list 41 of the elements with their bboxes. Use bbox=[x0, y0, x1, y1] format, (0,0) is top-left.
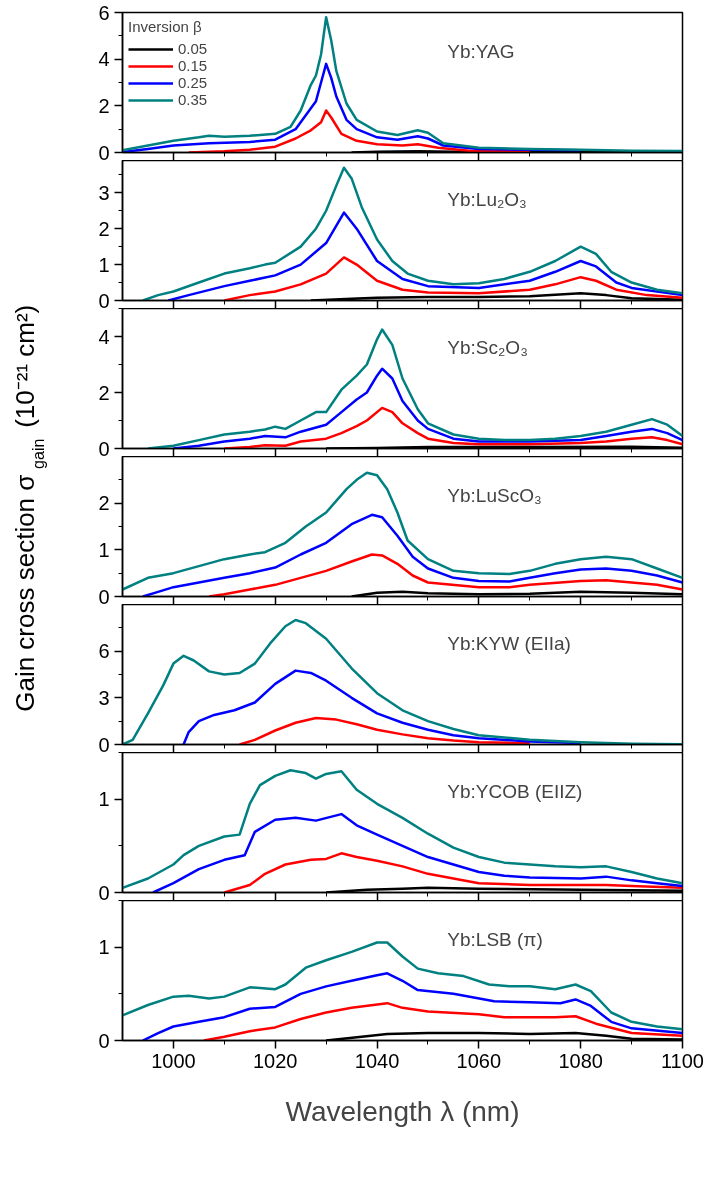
y-tick-label: 0 bbox=[98, 733, 110, 756]
legend-label: 0.35 bbox=[178, 91, 208, 108]
y-tick-label: 4 bbox=[98, 48, 110, 71]
x-tick-label: 1100 bbox=[661, 1049, 705, 1072]
x-tick-label: 1040 bbox=[354, 1049, 400, 1072]
y-tick-label: 1 bbox=[98, 936, 110, 959]
y-tick-label: 0 bbox=[98, 289, 110, 312]
annotation: Yb:Lu₂O₃ bbox=[447, 189, 527, 211]
annotation: Yb:YAG bbox=[447, 41, 515, 63]
y-tick-label: 2 bbox=[98, 381, 110, 404]
x-tick-label: 1020 bbox=[252, 1049, 298, 1072]
y-tick-label: 0 bbox=[98, 585, 110, 608]
y-tick-label: 0 bbox=[98, 437, 110, 460]
y-tick-label: 0 bbox=[98, 1029, 110, 1052]
y-tick-label: 2 bbox=[98, 492, 110, 515]
x-tick-label: 1060 bbox=[456, 1049, 502, 1072]
y-tick-label: 3 bbox=[98, 686, 110, 709]
y-tick-label: 4 bbox=[98, 325, 110, 348]
annotation: Yb:YCOB (EIIZ) bbox=[447, 781, 583, 803]
legend-label: 0.25 bbox=[178, 74, 208, 91]
legend-label: 0.15 bbox=[178, 57, 208, 74]
y-tick-label: 2 bbox=[98, 217, 110, 240]
y-tick-label: 1 bbox=[98, 788, 110, 811]
annotation: Yb:LuScO₃ bbox=[447, 485, 542, 507]
y-tick-label: 3 bbox=[98, 181, 110, 204]
y-tick-label: 6 bbox=[98, 1, 110, 24]
x-axis-title: Wavelength λ (nm) bbox=[285, 1095, 520, 1127]
x-tick-label: 1000 bbox=[151, 1049, 196, 1072]
y-tick-label: 0 bbox=[98, 141, 110, 164]
y-axis-title: Gain cross section σgain (10⁻²¹ cm²) bbox=[10, 304, 48, 712]
y-tick-label: 0 bbox=[98, 881, 110, 904]
y-tick-label: 2 bbox=[98, 94, 110, 117]
y-tick-label: 1 bbox=[98, 253, 110, 276]
annotation: Yb:KYW (EIIa) bbox=[447, 633, 571, 655]
x-tick-label: 1080 bbox=[558, 1049, 603, 1072]
annotation: Yb:LSB (π) bbox=[447, 929, 543, 951]
y-tick-label: 1 bbox=[98, 538, 110, 561]
y-tick-label: 6 bbox=[98, 640, 110, 663]
legend-label: 0.05 bbox=[178, 40, 208, 57]
annotation: Yb:Sc₂O₃ bbox=[447, 337, 528, 359]
legend-title: Inversion β bbox=[128, 18, 203, 35]
